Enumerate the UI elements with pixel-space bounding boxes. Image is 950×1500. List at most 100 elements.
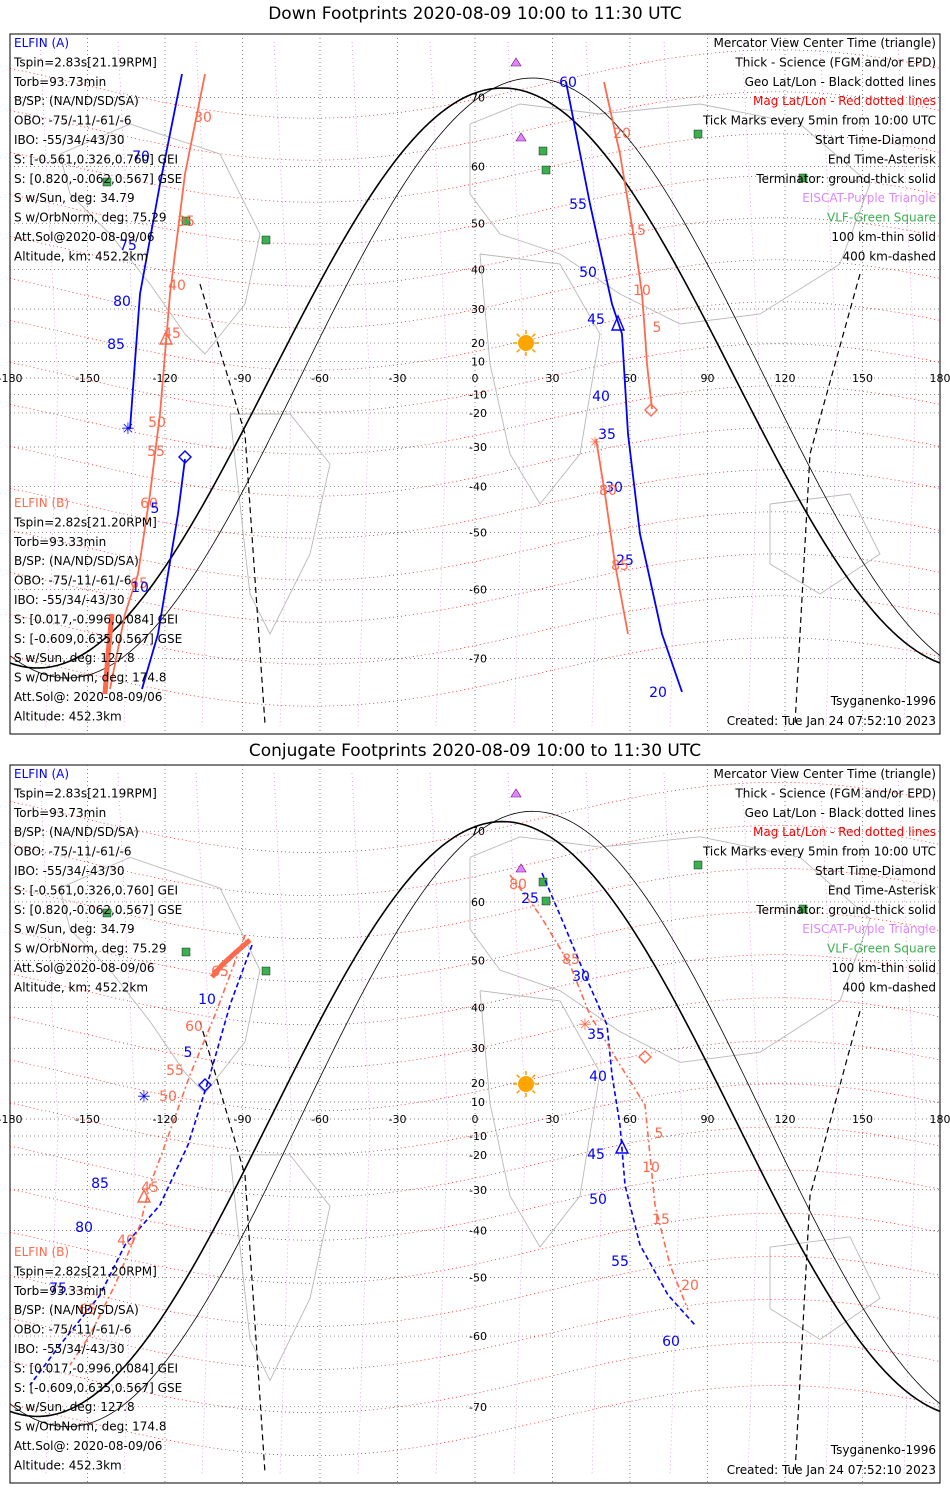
- sc-b-info-line: Att.Sol@: 2020-08-09/06: [14, 1439, 162, 1453]
- legend-line: Terminator: ground-thick solid: [755, 172, 936, 186]
- track-tick-label: 20: [613, 126, 631, 142]
- center-time-triangle: [610, 314, 626, 331]
- continent-outline: [479, 990, 601, 1248]
- track-tick-label: 85: [107, 337, 125, 353]
- track-tick-label: 85: [91, 1176, 109, 1192]
- lat-tick-label: -20: [469, 407, 487, 420]
- legend-line: Mercator View Center Time (triangle): [714, 767, 936, 781]
- terminator-ground: [9, 87, 941, 669]
- legend-line: EISCAT-Purple Triangle: [802, 191, 936, 205]
- created-label: Created: Tue Jan 24 07:52:10 2023: [727, 1463, 936, 1477]
- eiscat-triangle-icon: [515, 132, 527, 142]
- lat-tick-label: -60: [469, 584, 487, 597]
- track-tick-label: 50: [579, 265, 597, 281]
- vlf-square-icon: [693, 129, 703, 139]
- lon-tick-label: 60: [623, 372, 637, 385]
- sc-a-info-line: S w/Sun, deg: 34.79: [14, 191, 135, 205]
- sc-a-info-line: B/SP: (NA/ND/SD/SA): [14, 94, 139, 108]
- track-tick-label: 60: [185, 1019, 203, 1035]
- lat-tick-label: -40: [469, 481, 487, 494]
- track-tick-label: 40: [592, 389, 610, 405]
- sc-b-name: ELFIN (B): [14, 496, 69, 510]
- sc-a-info-line: IBO: -55/34/-43/30: [14, 133, 125, 147]
- sc-b-info-line: Altitude: 452.3km: [14, 1458, 122, 1472]
- lon-tick-label: -30: [389, 372, 407, 385]
- vlf-square-icon: [102, 177, 112, 187]
- legend-line: EISCAT-Purple Triangle: [802, 922, 936, 936]
- track-tick-label: 15: [628, 223, 646, 239]
- lat-tick-label: -10: [469, 1130, 487, 1143]
- sc-b-info-line: S: [-0.609,0.635,0.567] GSE: [14, 1381, 182, 1395]
- lon-tick-label: 180: [930, 1113, 950, 1126]
- legend-line: VLF-Green Square: [827, 211, 936, 225]
- lat-tick-label: 30: [471, 303, 485, 316]
- sc-a-info-line: IBO: -55/34/-43/30: [14, 864, 125, 878]
- track-tick-label: 45: [587, 312, 605, 328]
- sc-a-name: ELFIN (A): [14, 767, 69, 781]
- track-tick-label: 15: [652, 1212, 670, 1228]
- terminator-400km-right: [794, 273, 861, 725]
- lon-tick-label: -60: [311, 1113, 329, 1126]
- lat-tick-label: -10: [469, 389, 487, 402]
- vlf-square-icon: [261, 966, 271, 976]
- lon-tick-label: -120: [153, 1113, 178, 1126]
- sc-b-info-line: Altitude: 452.3km: [14, 709, 122, 723]
- sc-b-info-line: Tspin=2.82s[21.20RPM]: [13, 1264, 157, 1278]
- lon-tick-label: 90: [701, 1113, 715, 1126]
- track-tick-label: 85: [611, 558, 629, 574]
- lon-tick-label: 120: [775, 372, 796, 385]
- track-tick-label: 75: [49, 1281, 67, 1297]
- end-asterisk: ✳: [578, 1015, 591, 1034]
- vlf-square-icon: [538, 146, 548, 156]
- sc-b-info-line: S: [0.017,-0.996,0.084] GEI: [14, 612, 178, 626]
- sc-b-info-line: IBO: -55/34/-43/30: [14, 593, 125, 607]
- track-tick-label: 40: [168, 278, 186, 294]
- track-tick-label: 55: [611, 1254, 629, 1270]
- legend-line: Start Time-Diamond: [815, 864, 936, 878]
- track-tick-label: 55: [166, 1063, 184, 1079]
- legend-line: Start Time-Diamond: [815, 133, 936, 147]
- track-tick-label: 60: [559, 75, 577, 91]
- track-tick-label: 25: [616, 553, 634, 569]
- lat-tick-label: -60: [469, 1330, 487, 1343]
- continent-outline: [769, 493, 881, 595]
- vlf-square-icon: [102, 908, 112, 918]
- science-segment-thick: [210, 938, 252, 979]
- lon-tick-label: -180: [0, 372, 22, 385]
- start-diamond: [178, 450, 192, 464]
- track-tick-label: 10: [642, 1160, 660, 1176]
- track-b-east-red: [595, 438, 629, 635]
- sc-b-info-line: Att.Sol@: 2020-08-09/06: [14, 690, 162, 704]
- legend-line: Geo Lat/Lon - Black dotted lines: [745, 75, 936, 89]
- lat-tick-label: -70: [469, 653, 487, 666]
- eiscat-triangle-icon: [515, 863, 527, 873]
- sc-a-info-line: S w/OrbNorm, deg: 75.29: [14, 942, 166, 956]
- sc-a-info-line: OBO: -75/-11/-61/-6: [14, 114, 131, 128]
- track-west-blue: [29, 944, 253, 1386]
- lat-tick-label: -70: [469, 1401, 487, 1414]
- lat-tick-label: -30: [469, 441, 487, 454]
- track-tick-label: 40: [117, 1233, 135, 1249]
- track-a-east-red: [509, 874, 689, 1311]
- sun-ray: [516, 333, 521, 338]
- track-tick-label: 80: [113, 294, 131, 310]
- lat-tick-label: 60: [471, 160, 485, 173]
- legend-line: 400 km-dashed: [842, 980, 936, 994]
- sun-ray: [516, 1089, 521, 1094]
- lon-tick-label: 30: [546, 372, 560, 385]
- terminator-ground: [9, 820, 941, 1418]
- sun-ray: [516, 348, 521, 353]
- track-tick-label: 30: [572, 969, 590, 985]
- lat-tick-label: 10: [471, 355, 485, 368]
- track-tick-label: 10: [131, 580, 149, 596]
- sc-a-info-line: Tspin=2.83s[21.19RPM]: [13, 55, 157, 69]
- science-segment-thick: [102, 613, 115, 695]
- legend-line: 400 km-dashed: [842, 249, 936, 263]
- track-tick-label: 45: [163, 326, 181, 342]
- sc-b-info-line: S: [0.017,-0.996,0.084] GEI: [14, 1361, 178, 1375]
- lat-tick-label: 60: [471, 896, 485, 909]
- legend-line: Mag Lat/Lon - Red dotted lines: [753, 825, 936, 839]
- sc-a-info-line: OBO: -75/-11/-61/-6: [14, 845, 131, 859]
- track-tick-label: 75: [119, 238, 137, 254]
- track-tick-label: 55: [147, 444, 165, 460]
